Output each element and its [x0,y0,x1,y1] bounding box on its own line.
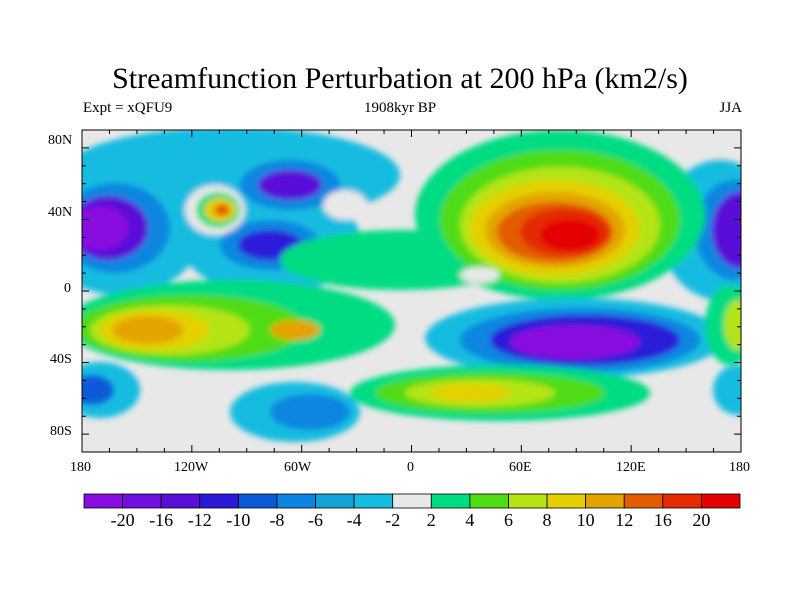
colorbar-box [160,493,201,509]
colorbar-box [276,493,316,509]
lon-label-180e: 180 [729,460,750,475]
colorbar-label: 12 [615,510,634,530]
lon-label-0: 0 [407,460,414,475]
lat-label-80n: 80N [48,133,73,148]
colorbar-label: -16 [149,510,174,530]
lat-label-80s: 80S [50,424,72,439]
axis-ticks [81,129,742,453]
colorbar-box [623,493,664,509]
colorbar-box [83,493,123,509]
colorbar-box [508,493,548,509]
colorbar-box [546,493,587,509]
colorbar [83,493,741,509]
lat-label-40n: 40N [48,205,73,220]
colorbar-label: -6 [308,510,324,530]
colorbar-box [122,493,162,509]
experiment-label: Expt = xQFU9 [83,100,173,116]
colorbar-box [701,493,741,509]
colorbar-label: 6 [503,510,513,530]
colorbar-label: 8 [542,510,552,530]
colorbar-label: 10 [576,510,595,530]
lat-label-40s: 40S [50,352,72,367]
colorbar-label: -4 [346,510,362,530]
colorbar-label: 16 [653,510,672,530]
lon-label-120e: 120E [616,460,646,475]
colorbar-box [353,493,394,509]
lon-label-180w: 180 [70,460,91,475]
period-label: 1908kyr BP [363,100,437,116]
colorbar-label: -8 [269,510,285,530]
colorbar-box [392,493,432,509]
colorbar-label: 2 [426,510,436,530]
lat-label-0: 0 [64,281,71,296]
colorbar-box [199,493,239,509]
colorbar-box [469,493,509,509]
contour-field [82,130,741,452]
colorbar-label: 20 [692,510,711,530]
colorbar-box [585,493,625,509]
colorbar-label: -10 [226,510,251,530]
colorbar-box [662,493,702,509]
colorbar-box [237,493,278,509]
colorbar-label: -12 [187,510,212,530]
colorbar-box [315,493,355,509]
lon-label-60e: 60E [509,460,532,475]
plot-title: Streamfunction Perturbation at 200 hPa (… [112,62,688,95]
lon-label-60w: 60W [284,460,312,475]
colorbar-label: -2 [385,510,401,530]
colorbar-label: 4 [465,510,475,530]
colorbar-box [430,493,471,509]
lon-label-120w: 120W [174,460,209,475]
season-label: JJA [719,100,742,116]
colorbar-label: -20 [110,510,135,530]
